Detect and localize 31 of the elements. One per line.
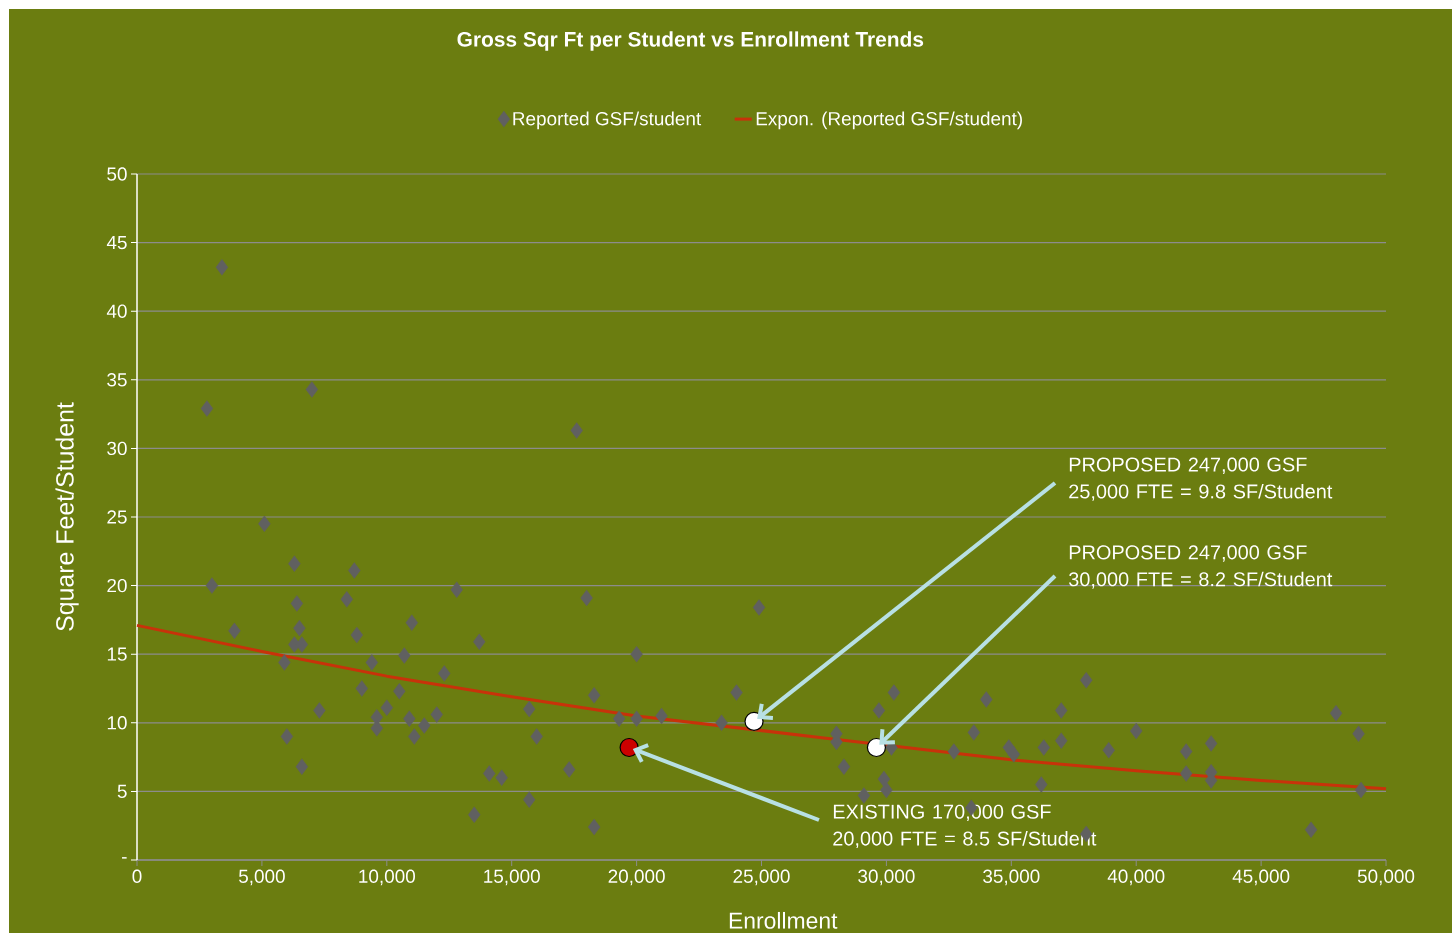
annotation: PROPOSED 247,000 GSF 25,000 FTE = 9.8 SF/Student xyxy=(1069,457,1333,501)
x-tick-label: 5,000 xyxy=(238,869,285,886)
y-axis-title: Square Feet/Student xyxy=(55,402,79,631)
x-tick-label: 15,000 xyxy=(484,869,540,886)
y-tick-label: 10 xyxy=(107,716,127,730)
x-tick-label: 35,000 xyxy=(983,869,1040,886)
y-tick-label: - xyxy=(122,857,127,859)
y-tick-label: 30 xyxy=(107,441,127,456)
chart-title: Gross Sqr Ft per Student vs Enrollment Trends xyxy=(457,31,924,51)
x-tick-label: 45,000 xyxy=(1232,869,1290,886)
annotation: EXISTING 170,000 GSF 20,000 FTE = 8.5 SF/Student xyxy=(833,804,1097,848)
x-tick-label: 25,000 xyxy=(733,869,790,886)
y-tick-label: 50 xyxy=(107,167,127,181)
y-tick-label: 25 xyxy=(107,510,127,524)
legend-label: Reported GSF/student xyxy=(513,111,702,130)
x-axis-title: Enrollment xyxy=(729,911,838,929)
x-tick-label: 30,000 xyxy=(858,869,915,886)
annotation: PROPOSED 247,000 GSF 30,000 FTE = 8.2 SF/Student xyxy=(1068,545,1333,589)
y-tick-label: 35 xyxy=(107,373,127,387)
legend-label: Expon. (Reported GSF/student) xyxy=(756,111,1022,130)
y-tick-label: 40 xyxy=(106,304,127,318)
x-tick-label: 0 xyxy=(132,869,142,883)
x-tick-label: 50,000 xyxy=(1357,869,1415,886)
y-tick-label: 45 xyxy=(106,235,127,250)
line-series xyxy=(135,623,1388,791)
x-tick-label: 20,000 xyxy=(608,869,665,886)
y-tick-label: 20 xyxy=(107,578,127,593)
x-tick-label: 10,000 xyxy=(359,869,415,886)
y-tick-label: 5 xyxy=(117,784,127,799)
x-tick-label: 40,000 xyxy=(1107,869,1165,886)
y-tick-label: 15 xyxy=(107,647,127,661)
